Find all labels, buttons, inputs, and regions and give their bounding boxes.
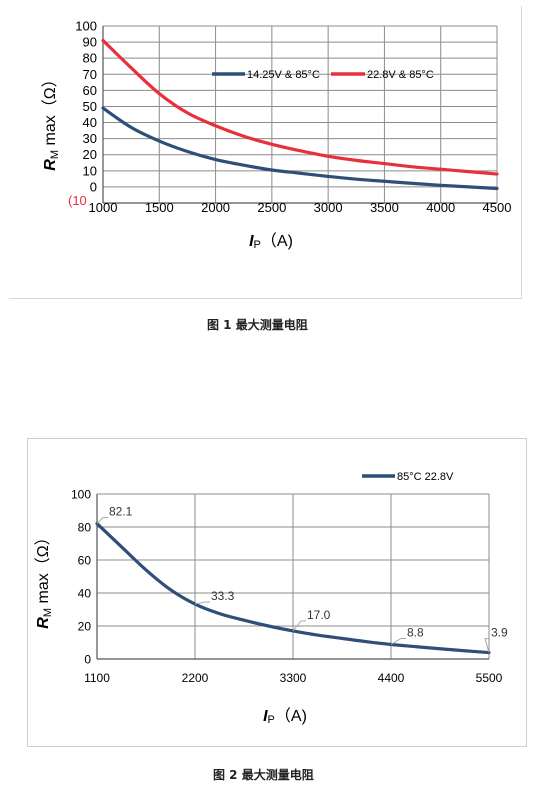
c2-y-tick-label: 20 bbox=[78, 620, 92, 634]
c2-x-tick-label: 4400 bbox=[378, 671, 405, 685]
c2-x-tick-label: 2200 bbox=[182, 671, 209, 685]
chart-2-panel: 82.1 33.3 17.0 8.8 3.9 100 80 60 40 20 0 1100 2200… bbox=[27, 438, 527, 747]
c1-y-tick-label: 100 bbox=[75, 19, 97, 34]
chart-1-gridlines bbox=[102, 25, 498, 204]
c2-y-tick-label: 0 bbox=[84, 653, 91, 667]
figure-1-caption: 图 1 最大测量电阻 bbox=[207, 318, 308, 332]
chart-1-x-title-main: I bbox=[249, 233, 254, 250]
chart-2-y-title-sub: M bbox=[42, 608, 54, 617]
chart-1-y-title-sub: M bbox=[49, 150, 61, 159]
chart-1-x-ticks: 1000 1500 2000 2500 3000 3500 4000 4500 bbox=[89, 200, 512, 215]
c1-y-tick-label: 20 bbox=[83, 147, 97, 162]
chart-2-x-axis-title: IP（A) bbox=[263, 707, 307, 726]
c2-data-label-leader bbox=[96, 517, 108, 524]
legend-label-2: 22.8V & 85°C bbox=[367, 69, 434, 81]
c1-y-tick-label: 30 bbox=[83, 131, 97, 146]
c2-x-tick-label: 5500 bbox=[476, 671, 503, 685]
chart-2-series-group bbox=[95, 521, 491, 655]
chart-1-y-title-rest: max（Ω） bbox=[41, 71, 59, 150]
chart-1-legend: 14.25V & 85°C 22.8V & 85°C bbox=[212, 69, 434, 81]
c1-series-line-1 bbox=[101, 106, 499, 191]
c1-series-line-2 bbox=[101, 38, 499, 176]
chart-1-y-title-main: R bbox=[42, 159, 59, 171]
chart-2-y-axis-title: RM max（Ω） bbox=[34, 529, 54, 628]
c2-series-line-1 bbox=[95, 521, 491, 655]
chart-1-y-axis-title: RM max（Ω） bbox=[41, 71, 61, 170]
c2-data-label: 8.8 bbox=[407, 625, 424, 639]
c1-y-tick-label: 70 bbox=[83, 67, 97, 82]
figure-2-caption: 图 2 最大测量电阻 bbox=[213, 768, 314, 782]
chart-1-panel: 100 90 80 70 60 50 40 30 20 10 0 1000 1500 2000 2500 3… bbox=[9, 6, 522, 299]
c1-y-tick-label: 0 bbox=[90, 179, 97, 194]
chart-2-gridlines bbox=[96, 493, 490, 660]
legend-label-1: 14.25V & 85°C bbox=[247, 69, 320, 81]
c1-x-tick-label: 3000 bbox=[314, 200, 343, 215]
c1-x-tick-label: 2000 bbox=[201, 200, 230, 215]
chart-2-legend: 85°C 22.8V bbox=[362, 471, 454, 483]
chart-2-x-ticks: 1100 2200 3300 4400 5500 bbox=[84, 671, 503, 685]
chart-2-x-title-rest: （A) bbox=[275, 707, 307, 725]
chart-2-y-title-rest: max（Ω） bbox=[34, 529, 52, 608]
c2-y-tick-label: 40 bbox=[78, 587, 92, 601]
c1-y-tick-label: 40 bbox=[83, 115, 97, 130]
chart-2-y-title-main: R bbox=[35, 617, 52, 629]
c1-x-tick-label: 4500 bbox=[483, 200, 512, 215]
c2-data-label: 3.9 bbox=[491, 626, 508, 640]
chart-2-data-labels: 82.1 33.3 17.0 8.8 3.9 bbox=[96, 505, 508, 653]
chart-1-x-title-sub: P bbox=[254, 239, 261, 251]
chart-2-x-title-sub: P bbox=[268, 714, 275, 726]
c2-data-label-leader bbox=[484, 638, 490, 653]
chart-1-x-title-rest: （A) bbox=[261, 232, 293, 250]
c1-y-tick-label: 10 bbox=[83, 163, 97, 178]
c2-y-tick-label: 80 bbox=[78, 521, 92, 535]
chart-2-svg: 82.1 33.3 17.0 8.8 3.9 100 80 60 40 20 0 1100 2200… bbox=[34, 471, 508, 726]
c2-data-label: 17.0 bbox=[307, 608, 331, 622]
c1-x-tick-label: 3500 bbox=[370, 200, 399, 215]
chart-1-y-min-label: (10 bbox=[68, 193, 87, 208]
c2-data-label: 33.3 bbox=[211, 589, 235, 603]
c1-x-tick-label: 4000 bbox=[426, 200, 455, 215]
c2-data-label-leader bbox=[194, 601, 210, 605]
c1-y-tick-label: 90 bbox=[83, 35, 97, 50]
c2-data-label-leader bbox=[390, 637, 406, 645]
chart-1-series-group bbox=[101, 38, 499, 191]
c1-y-tick-label: 60 bbox=[83, 83, 97, 98]
c1-y-tick-label: 80 bbox=[83, 51, 97, 66]
c1-x-tick-label: 1000 bbox=[89, 200, 118, 215]
c2-x-tick-label: 3300 bbox=[280, 671, 307, 685]
c1-y-tick-label: 50 bbox=[83, 99, 97, 114]
c2-data-label: 82.1 bbox=[109, 505, 133, 519]
c2-data-label-leader bbox=[292, 620, 306, 632]
chart-2-x-title-main: I bbox=[263, 708, 268, 725]
c1-x-tick-label: 1500 bbox=[145, 200, 174, 215]
legend-label-3: 85°C 22.8V bbox=[397, 471, 454, 483]
c2-y-tick-label: 60 bbox=[78, 554, 92, 568]
c1-x-tick-label: 2500 bbox=[257, 200, 286, 215]
chart-2-y-ticks: 100 80 60 40 20 0 bbox=[71, 488, 91, 667]
c2-y-tick-label: 100 bbox=[71, 488, 91, 502]
c2-x-tick-label: 1100 bbox=[84, 671, 110, 685]
chart-1-x-axis-title: IP（A) bbox=[249, 232, 293, 251]
